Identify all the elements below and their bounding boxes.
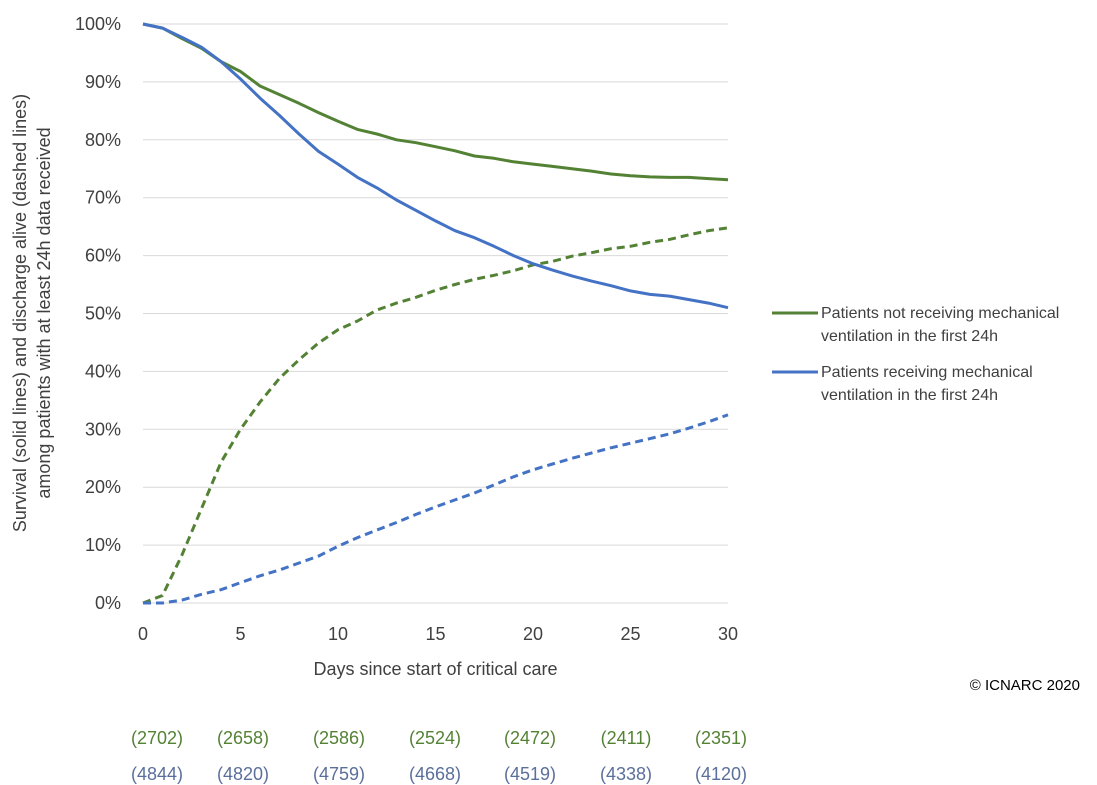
series-1-discharge-line <box>142 226 729 605</box>
count-label: (2351) <box>695 728 747 748</box>
y-tick-label: 10% <box>85 535 121 555</box>
count-label: (4120) <box>695 764 747 784</box>
patient-counts: (2702) (2658) (2586) (2524) (2472) (2411) (235… <box>131 728 747 784</box>
y-tick-label: 40% <box>85 361 121 381</box>
x-tick-label: 25 <box>620 624 640 644</box>
y-tick-label: 20% <box>85 477 121 497</box>
count-label: (2411) <box>601 728 652 748</box>
legend: Patients not receiving mechanical ventila… <box>772 305 1059 404</box>
count-label: (2658) <box>217 728 269 748</box>
series-2-survival-line <box>142 22 729 310</box>
legend-label: Patients receiving mechanical ventilation… <box>821 364 1033 404</box>
count-label: (4820) <box>217 764 269 784</box>
count-label: (2702) <box>131 728 183 748</box>
y-tick-label: 60% <box>85 246 121 266</box>
y-axis-title-line: among patients with at least 24h data re… <box>34 127 54 498</box>
y-axis-ticks: 0% 10% 20% 30% 40% 50% 60% 70% 80% 90% 100% <box>75 14 121 613</box>
legend-label-line: ventilation in the first 24h <box>821 387 998 404</box>
count-label: (2472) <box>504 728 556 748</box>
series-lines <box>142 22 729 605</box>
y-tick-label: 30% <box>85 419 121 439</box>
y-tick-label: 0% <box>95 593 121 613</box>
y-tick-label: 70% <box>85 188 121 208</box>
x-tick-label: 30 <box>718 624 738 644</box>
x-tick-label: 0 <box>138 624 148 644</box>
legend-label-line: ventilation in the first 24h <box>821 328 998 345</box>
count-label: (4668) <box>409 764 461 784</box>
count-label: (2524) <box>409 728 461 748</box>
legend-label-line: Patients not receiving mechanical <box>821 305 1059 322</box>
x-tick-label: 5 <box>235 624 245 644</box>
series-1-survival-line <box>142 22 729 182</box>
y-axis-title: Survival (solid lines) and discharge ali… <box>10 94 54 532</box>
count-label: (4519) <box>504 764 556 784</box>
x-tick-label: 15 <box>425 624 445 644</box>
count-label: (4844) <box>131 764 183 784</box>
gridlines <box>143 23 728 546</box>
y-axis-title-line: Survival (solid lines) and discharge ali… <box>10 94 30 532</box>
count-label: (2586) <box>313 728 365 748</box>
x-axis-title: Days since start of critical care <box>313 659 557 679</box>
count-label: (4759) <box>313 764 365 784</box>
y-tick-label: 100% <box>75 14 121 34</box>
legend-label: Patients not receiving mechanical ventila… <box>821 305 1059 345</box>
y-tick-label: 50% <box>85 304 121 324</box>
legend-label-line: Patients receiving mechanical <box>821 364 1033 381</box>
copyright-notice: © ICNARC 2020 <box>970 677 1080 694</box>
x-tick-label: 20 <box>523 624 543 644</box>
x-tick-label: 10 <box>328 624 348 644</box>
x-axis-ticks: 0 5 10 15 20 25 30 <box>138 624 738 644</box>
y-tick-label: 90% <box>85 72 121 92</box>
y-tick-label: 80% <box>85 130 121 150</box>
count-label: (4338) <box>600 764 652 784</box>
